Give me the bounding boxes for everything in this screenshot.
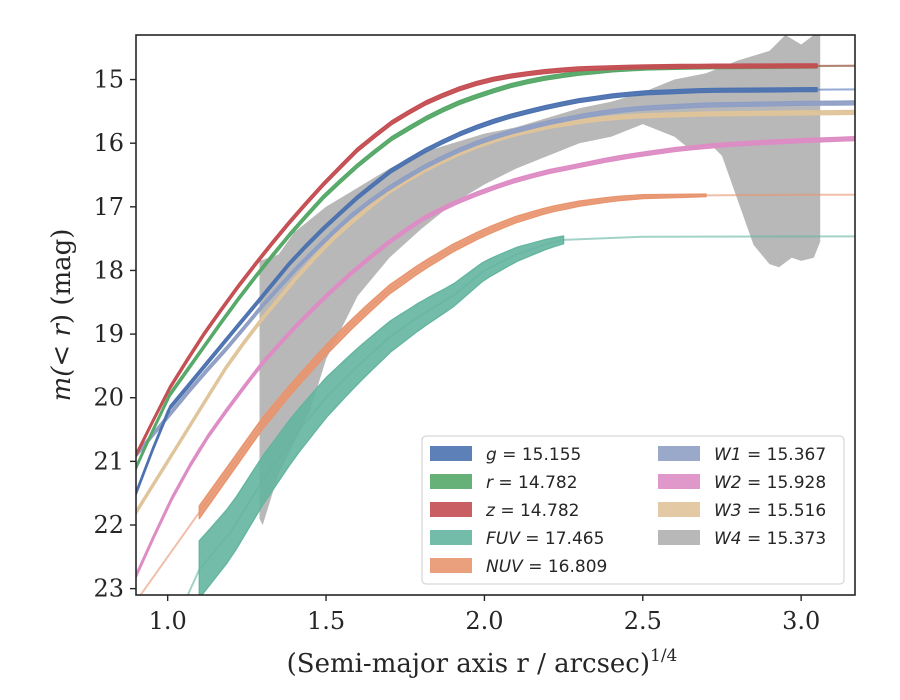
y-axis-label: m(< r) (mag) xyxy=(47,229,77,402)
series-layer xyxy=(136,35,855,595)
y-axis: 15 16 17 18 19 20 21 22 23 xyxy=(93,66,136,603)
y-tick-label: 18 xyxy=(93,256,124,284)
x-tick-label: 2.5 xyxy=(624,607,662,635)
legend-label-NUV: NUV = 16.809 xyxy=(486,557,607,577)
legend-swatch-z xyxy=(430,502,472,517)
legend-swatch-W2 xyxy=(658,474,700,489)
x-tick-label: 1.5 xyxy=(307,607,345,635)
series-band-g xyxy=(136,87,818,496)
legend-swatch-W3 xyxy=(658,502,700,517)
y-tick-label: 20 xyxy=(93,384,124,412)
legend-swatch-W4 xyxy=(658,530,700,545)
legend-swatch-g xyxy=(430,446,472,461)
legend-label-W1: W1 = 15.367 xyxy=(714,445,826,465)
y-tick-label: 16 xyxy=(93,129,124,157)
x-tick-label: 3.0 xyxy=(782,607,820,635)
x-axis: 1.0 1.5 2.0 2.5 3.0 xyxy=(149,595,820,635)
legend-swatch-NUV xyxy=(430,558,472,573)
y-tick-label: 23 xyxy=(93,575,124,603)
series-band-W4 xyxy=(259,35,821,525)
x-tick-label: 2.0 xyxy=(465,607,503,635)
x-axis-label-exponent: 1/4 xyxy=(650,646,677,666)
x-tick-label: 1.0 xyxy=(149,607,187,635)
y-tick-label: 21 xyxy=(93,447,124,475)
legend-label-W3: W3 = 15.516 xyxy=(714,501,826,521)
series-band-z xyxy=(136,63,818,458)
legend-label-FUV: FUV = 17.465 xyxy=(486,529,604,549)
legend-swatch-W1 xyxy=(658,446,700,461)
plot-frame xyxy=(135,34,856,596)
legend-label-r: r = 14.782 xyxy=(486,473,578,493)
series-band-FUV xyxy=(198,235,565,595)
y-tick-label: 19 xyxy=(93,320,124,348)
y-tick-label: 22 xyxy=(93,511,124,539)
legend-label-g: g = 15.155 xyxy=(486,445,581,465)
y-tick-label: 15 xyxy=(93,66,124,94)
series-band-NUV xyxy=(198,193,707,520)
legend-label-W2: W2 = 15.928 xyxy=(714,473,826,493)
legend: g = 15.155 r = 14.782 z = 14.782 FUV = 17.4… xyxy=(421,435,845,585)
series-band-W2 xyxy=(136,136,855,579)
y-tick-label: 17 xyxy=(93,193,124,221)
series-band-W1 xyxy=(136,100,855,458)
x-axis-label: (Semi-major axis r / arcsec)1/4 xyxy=(287,646,678,679)
legend-swatch-FUV xyxy=(430,530,472,545)
legend-label-W4: W4 = 15.373 xyxy=(714,529,826,549)
legend-swatch-r xyxy=(430,474,472,489)
legend-label-z: z = 14.782 xyxy=(485,501,579,521)
legend-box xyxy=(421,435,845,585)
